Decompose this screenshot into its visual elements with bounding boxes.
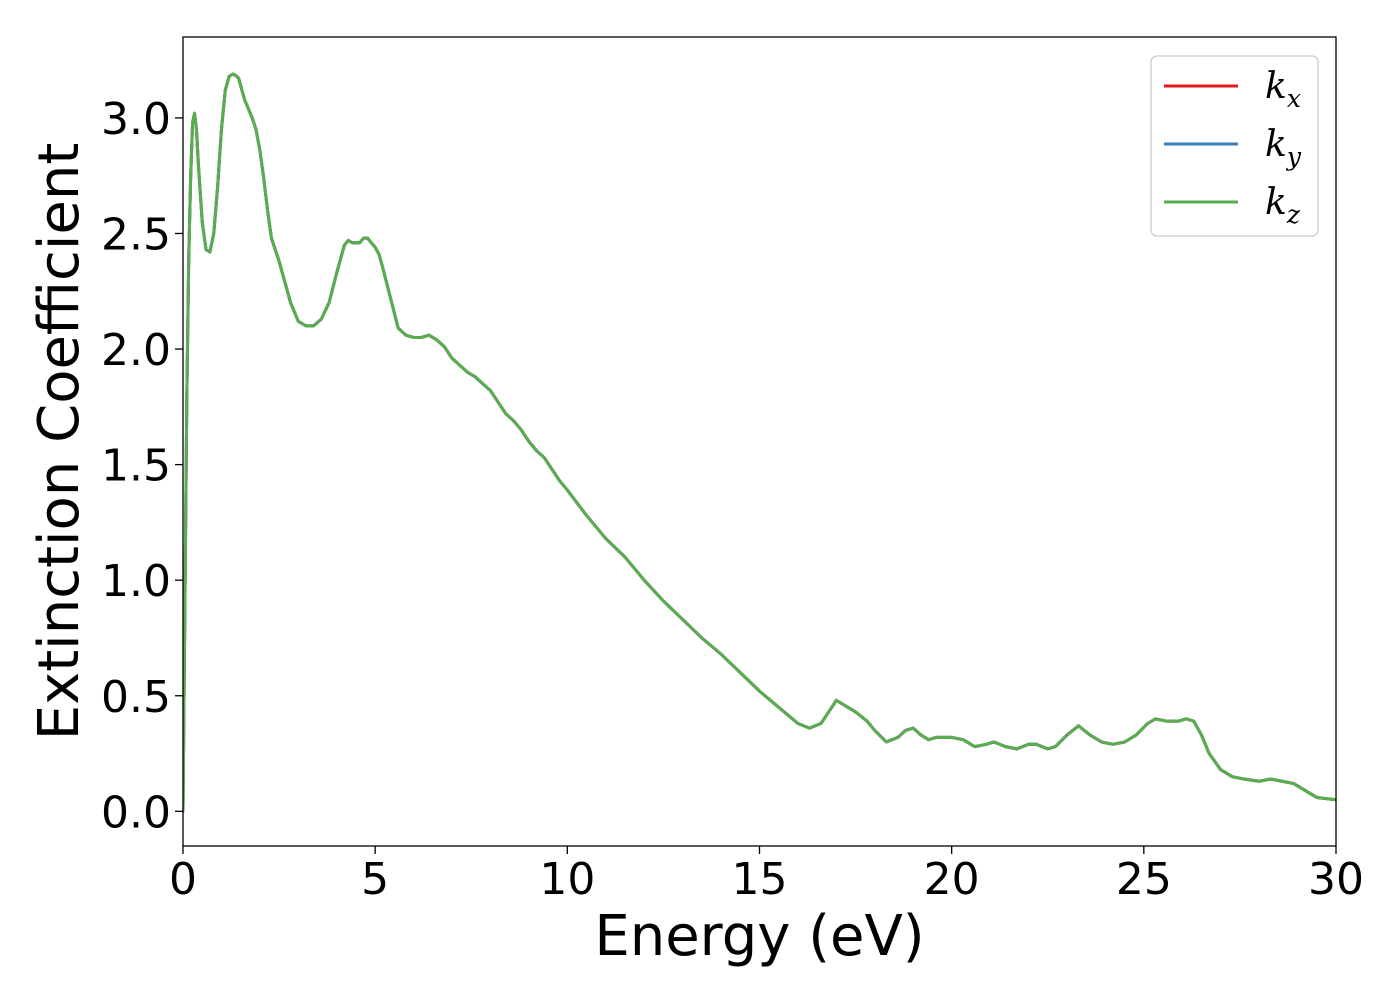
x-tick-label: 0 bbox=[169, 854, 197, 905]
legend-label-base: k bbox=[1265, 182, 1287, 223]
x-axis: 0 5 10 15 20 25 30 bbox=[169, 846, 1364, 905]
x-tick-label: 30 bbox=[1308, 854, 1364, 905]
legend-label: ky bbox=[1265, 124, 1302, 171]
x-tick-label: 20 bbox=[924, 854, 980, 905]
series-layer bbox=[183, 72, 1336, 813]
legend-entry-z: kz bbox=[1164, 182, 1301, 229]
legend-entry-x: kx bbox=[1164, 66, 1301, 113]
legend-label: kx bbox=[1265, 66, 1301, 113]
y-tick-label: 1.0 bbox=[101, 556, 171, 607]
x-tick-label: 5 bbox=[361, 854, 389, 905]
legend-label-base: k bbox=[1265, 66, 1287, 107]
y-tick-label: 2.5 bbox=[101, 209, 171, 260]
legend-label: kz bbox=[1265, 182, 1301, 229]
y-tick-label: 2.0 bbox=[101, 325, 171, 376]
legend-label-subscript: z bbox=[1286, 200, 1301, 229]
y-axis: 0.0 0.5 1.0 1.5 2.0 2.5 3.0 bbox=[101, 94, 183, 838]
y-axis-title: Extinction Coefficient bbox=[27, 143, 92, 741]
y-tick-label: 3.0 bbox=[101, 94, 171, 145]
y-tick-label: 0.0 bbox=[101, 787, 171, 838]
series-line-z bbox=[183, 72, 1336, 813]
legend-label-subscript: y bbox=[1286, 142, 1302, 171]
x-tick-label: 15 bbox=[732, 854, 788, 905]
x-tick-label: 25 bbox=[1116, 854, 1172, 905]
legend-box bbox=[1150, 55, 1319, 237]
x-axis-title: Energy (eV) bbox=[594, 904, 924, 969]
legend-entry-y: ky bbox=[1164, 124, 1302, 171]
legend-label-base: k bbox=[1265, 124, 1287, 165]
y-tick-label: 1.5 bbox=[101, 441, 171, 492]
y-tick-label: 0.5 bbox=[101, 672, 171, 723]
legend-label-subscript: x bbox=[1287, 84, 1301, 113]
x-tick-label: 10 bbox=[539, 854, 595, 905]
